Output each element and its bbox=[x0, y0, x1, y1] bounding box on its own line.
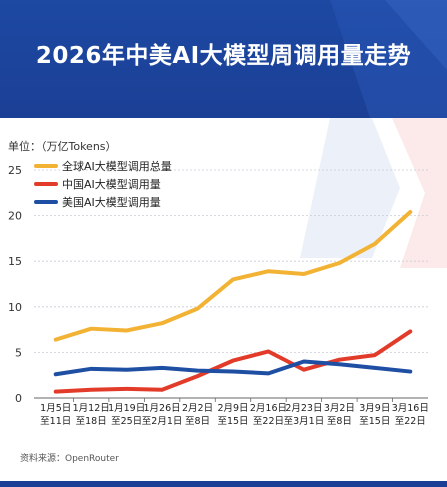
x-tick-label: 至15日 bbox=[359, 416, 390, 427]
header-banner: 2026年中美AI大模型周调用量走势 bbox=[0, 0, 447, 118]
x-tick-label: 至22日 bbox=[253, 416, 284, 427]
legend-label: 中国AI大模型调用量 bbox=[62, 177, 161, 191]
background-decoration bbox=[300, 118, 447, 268]
header-decoration bbox=[330, 0, 447, 118]
y-tick-label: 10 bbox=[8, 301, 22, 314]
y-tick-label: 0 bbox=[15, 392, 22, 405]
x-tick-label: 至15日 bbox=[217, 416, 248, 427]
x-tick-label: 3月2日 bbox=[324, 403, 355, 414]
x-tick-label: 3月9日 bbox=[359, 403, 390, 414]
x-tick-label: 至22日 bbox=[395, 416, 426, 427]
y-axis-unit-label: 单位：（万亿Tokens） bbox=[8, 139, 117, 153]
page-title: 2026年中美AI大模型周调用量走势 bbox=[35, 43, 412, 69]
x-tick-label: 1月26日 bbox=[144, 403, 181, 414]
line-chart: 0 5 10 15 20 25 1月5日至11日1月12日至18日1月19日至25日1月2… bbox=[8, 118, 447, 427]
x-tick-label: 1月5日 bbox=[40, 403, 71, 414]
x-tick-label: 至8日 bbox=[327, 416, 352, 427]
x-tick-label: 至18日 bbox=[76, 416, 107, 427]
x-tick-label: 至8日 bbox=[185, 416, 210, 427]
x-tick-label: 2月16日 bbox=[250, 403, 287, 414]
y-tick-label: 5 bbox=[15, 346, 22, 359]
legend-label: 美国AI大模型调用量 bbox=[62, 195, 161, 209]
decor-shape bbox=[392, 118, 447, 268]
x-tick-label: 2月23日 bbox=[285, 403, 322, 414]
y-tick-label: 15 bbox=[8, 255, 22, 268]
y-tick-label: 20 bbox=[8, 210, 22, 223]
x-tick-label: 2月2日 bbox=[182, 403, 213, 414]
x-tick-label: 至2月1日 bbox=[142, 416, 183, 427]
chart-area: 0 5 10 15 20 25 1月5日至11日 1月12日至18日 1月19日至25日 1月2… bbox=[0, 118, 447, 487]
y-axis: 0 5 10 15 20 25 bbox=[8, 164, 22, 405]
series-line bbox=[53, 329, 413, 394]
decor-shape bbox=[300, 118, 400, 258]
source-note: 资料来源：OpenRouter bbox=[20, 454, 119, 464]
x-tick-label: 1月19日 bbox=[108, 403, 145, 414]
x-tick-label: 3月16日 bbox=[392, 403, 429, 414]
y-tick-label: 25 bbox=[8, 164, 22, 177]
x-tick-label: 2月9日 bbox=[217, 403, 248, 414]
x-tick-label: 至11日 bbox=[40, 416, 71, 427]
x-tick-label: 1月12日 bbox=[73, 403, 110, 414]
series-line bbox=[53, 209, 413, 342]
legend-label: 全球AI大模型调用总量 bbox=[62, 159, 172, 173]
bottom-bar bbox=[0, 481, 447, 487]
series-line bbox=[53, 359, 413, 377]
x-tick-label: 至25日 bbox=[111, 416, 142, 427]
x-tick-label: 至3月1日 bbox=[284, 416, 325, 427]
series-lines bbox=[53, 209, 413, 394]
